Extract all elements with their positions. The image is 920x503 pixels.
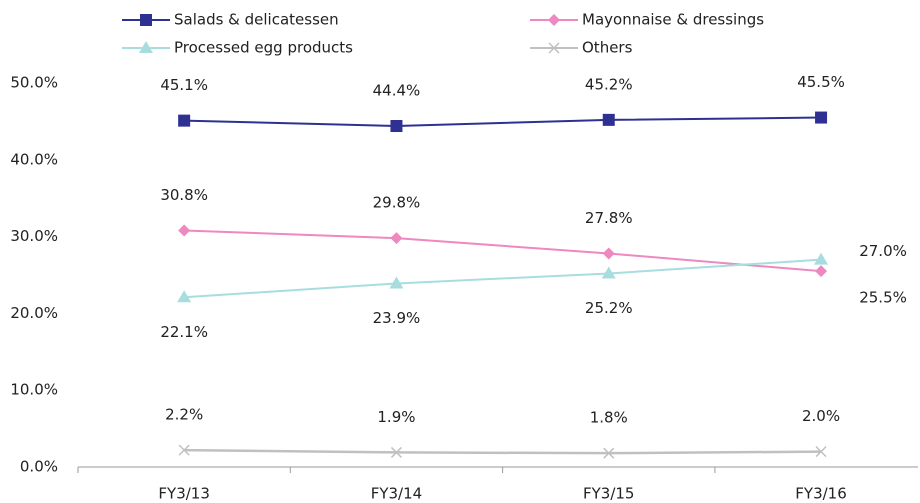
- point: [601, 266, 616, 279]
- legend-label: Mayonnaise & dressings: [582, 11, 764, 29]
- x-tick-label: FY3/15: [583, 485, 634, 503]
- data-label: 23.9%: [373, 309, 421, 327]
- point: [602, 113, 615, 126]
- point: [177, 290, 192, 303]
- point: [390, 120, 403, 133]
- point: [603, 447, 615, 459]
- x-tick-label: FY3/13: [158, 485, 209, 503]
- data-label: 1.9%: [377, 408, 415, 426]
- x-tick-label: FY3/14: [371, 485, 422, 503]
- point: [390, 232, 403, 245]
- legend-marker: [139, 41, 153, 53]
- legend-marker: [140, 14, 152, 26]
- point: [814, 252, 829, 265]
- y-tick-label: 0.0%: [20, 458, 58, 476]
- y-tick-label: 10.0%: [10, 381, 58, 399]
- series-line: [184, 229, 822, 273]
- legend-label: Salads & delicatessen: [174, 11, 339, 29]
- y-tick-label: 50.0%: [10, 74, 58, 92]
- series-line: [184, 448, 822, 455]
- data-label: 25.5%: [859, 289, 907, 307]
- data-label: 29.8%: [373, 194, 421, 212]
- data-label: 2.2%: [165, 406, 203, 424]
- legend-label: Processed egg products: [174, 39, 353, 57]
- point: [178, 114, 191, 127]
- point: [602, 247, 615, 260]
- data-label: 1.8%: [590, 409, 628, 427]
- data-label: 25.2%: [585, 299, 633, 317]
- point: [178, 444, 190, 456]
- data-label: 22.1%: [160, 323, 208, 341]
- point: [815, 446, 827, 458]
- data-label: 44.4%: [373, 82, 421, 100]
- data-label: 27.8%: [585, 209, 633, 227]
- point: [389, 276, 404, 289]
- point: [815, 111, 828, 124]
- data-label: 2.0%: [802, 407, 840, 425]
- x-tick-label: FY3/16: [795, 485, 846, 503]
- y-tick-label: 40.0%: [10, 150, 58, 168]
- series-line: [184, 258, 822, 299]
- data-label: 30.8%: [160, 186, 208, 204]
- data-label: 45.2%: [585, 75, 633, 93]
- data-label: 27.0%: [859, 242, 907, 260]
- point: [815, 265, 828, 278]
- legend-marker: [548, 42, 560, 54]
- data-label: 45.1%: [160, 76, 208, 94]
- series-line: [184, 116, 822, 128]
- data-label: 45.5%: [797, 73, 845, 91]
- point: [178, 224, 191, 237]
- y-tick-label: 20.0%: [10, 304, 58, 322]
- legend-label: Others: [582, 39, 633, 57]
- y-tick-label: 30.0%: [10, 227, 58, 245]
- legend-marker: [548, 14, 560, 26]
- point: [390, 446, 402, 458]
